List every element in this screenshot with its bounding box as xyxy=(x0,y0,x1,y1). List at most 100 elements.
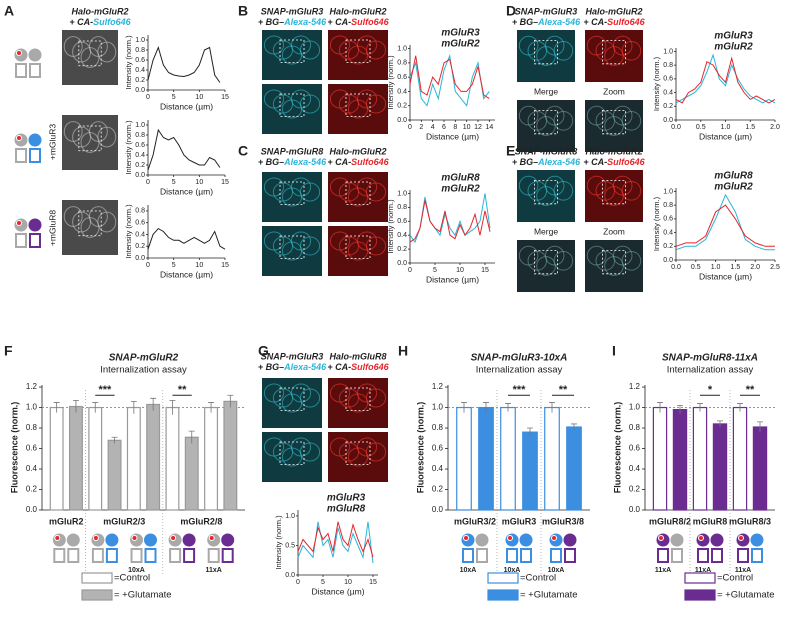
receptor-head xyxy=(750,533,764,547)
receptor-head xyxy=(670,533,684,547)
cell-outline xyxy=(621,180,642,201)
header-line: + CA-Sulfo646 xyxy=(583,157,645,167)
label-dot xyxy=(507,535,513,541)
micrograph xyxy=(328,432,388,482)
micrograph xyxy=(62,200,118,255)
legend-label: = +Glutamate xyxy=(717,590,775,601)
header-part: Alexa-546 xyxy=(283,362,327,372)
profile-trace xyxy=(409,200,491,243)
legend-label: = +Glutamate xyxy=(520,590,578,601)
cell-outline xyxy=(299,94,321,114)
y-tick-label: 0.0 xyxy=(663,257,673,264)
header-line: + CA-Sulfo646 xyxy=(327,157,389,167)
legend-entry: mGluR8 xyxy=(441,173,480,184)
cell-outline xyxy=(299,388,321,408)
receptor-body xyxy=(462,548,474,563)
y-tick-label: 0.8 xyxy=(135,132,145,139)
label-dot xyxy=(92,535,99,541)
receptor-head xyxy=(105,533,119,547)
cell-outline xyxy=(621,250,642,271)
receptor-body xyxy=(476,548,488,563)
header-part: + BG– xyxy=(258,362,284,372)
roi-box xyxy=(534,40,559,65)
x-axis-label: Distance (µm) xyxy=(160,186,213,196)
panel-letter: D xyxy=(506,3,516,19)
y-tick-label: 1.0 xyxy=(432,403,444,412)
label-dot xyxy=(208,535,215,541)
micrograph xyxy=(328,172,388,222)
cell-outline xyxy=(97,211,117,233)
header-part: Sulfo646 xyxy=(351,17,390,27)
micrograph xyxy=(585,30,643,82)
receptor-body xyxy=(91,548,104,563)
group-label: mGluR2 xyxy=(49,516,84,526)
significance-label: ** xyxy=(178,384,187,396)
roi-box xyxy=(602,179,627,205)
y-tick-label: 0.0 xyxy=(629,505,641,514)
y-tick-label: 0.8 xyxy=(26,423,38,432)
x-axis-label: Distance (µm) xyxy=(426,131,479,141)
roi-box xyxy=(534,179,559,205)
roi-box xyxy=(345,441,371,465)
x-tick-label: 8 xyxy=(453,124,457,131)
axis xyxy=(147,205,225,259)
label-dot xyxy=(463,535,469,541)
panel-letter: G xyxy=(258,343,269,359)
header-line: Halo-mGluR2 xyxy=(71,6,128,16)
y-axis-label: Intensity (norm.) xyxy=(124,204,133,259)
micrograph xyxy=(328,30,388,80)
image-label: Zoom xyxy=(603,226,625,236)
x-tick-label: 2.0 xyxy=(750,264,760,271)
y-tick-label: 0.8 xyxy=(663,202,673,209)
receptor-head xyxy=(475,533,489,547)
x-tick-label: 10 xyxy=(456,267,464,274)
header-part: + BG– xyxy=(512,17,538,27)
profile-trace xyxy=(675,204,775,247)
roi-box xyxy=(78,210,102,237)
receptor-body xyxy=(144,548,157,563)
header-line: + CA-Sulfo646 xyxy=(583,17,645,27)
y-tick-label: 1.0 xyxy=(397,45,407,52)
receptor-body xyxy=(520,548,532,563)
y-tick-label: 0.6 xyxy=(135,142,145,149)
receptor-head xyxy=(144,533,157,547)
cell-outline xyxy=(553,180,574,201)
legend-label: =Control xyxy=(520,573,556,584)
x-tick-label: 10 xyxy=(195,94,203,101)
cell-outline xyxy=(365,442,387,462)
bar xyxy=(692,406,708,511)
y-tick-label: 0.6 xyxy=(26,444,38,453)
micrograph xyxy=(262,84,322,134)
bar xyxy=(478,406,494,511)
x-tick-label: 5 xyxy=(433,267,437,274)
receptor-body xyxy=(130,548,143,563)
label-dot xyxy=(698,535,704,541)
x-tick-label: 1.5 xyxy=(745,124,755,131)
error-bar xyxy=(208,402,215,413)
micrograph xyxy=(262,172,322,222)
receptor-body xyxy=(221,548,234,563)
header-line: SNAP-mGluR3 xyxy=(261,6,324,16)
header-part: Sulfo646 xyxy=(351,157,390,167)
y-axis-label: Intensity (norm.) xyxy=(274,515,283,570)
side-label: +mGluR3 xyxy=(47,124,57,160)
cell-outline xyxy=(299,236,321,256)
label-dot xyxy=(738,535,744,541)
roi-box xyxy=(345,39,371,63)
header-part: + CA- xyxy=(327,362,351,372)
header-line: Halo-mGluR2 xyxy=(329,146,386,156)
y-axis-label: Intensity (norm.) xyxy=(652,56,661,111)
receptor-head xyxy=(28,218,42,232)
header-part: Sulfo646 xyxy=(607,17,646,27)
roi-box xyxy=(345,387,371,411)
x-tick-label: 0 xyxy=(408,124,412,131)
bar xyxy=(68,405,83,511)
roi-box xyxy=(602,249,627,275)
bar xyxy=(126,406,141,511)
header-line: Halo-mGluR2 xyxy=(585,146,642,156)
y-tick-label: 0.6 xyxy=(135,57,145,64)
x-tick-label: 5 xyxy=(172,262,176,269)
receptor-body xyxy=(29,63,41,78)
error-bar xyxy=(697,403,703,412)
